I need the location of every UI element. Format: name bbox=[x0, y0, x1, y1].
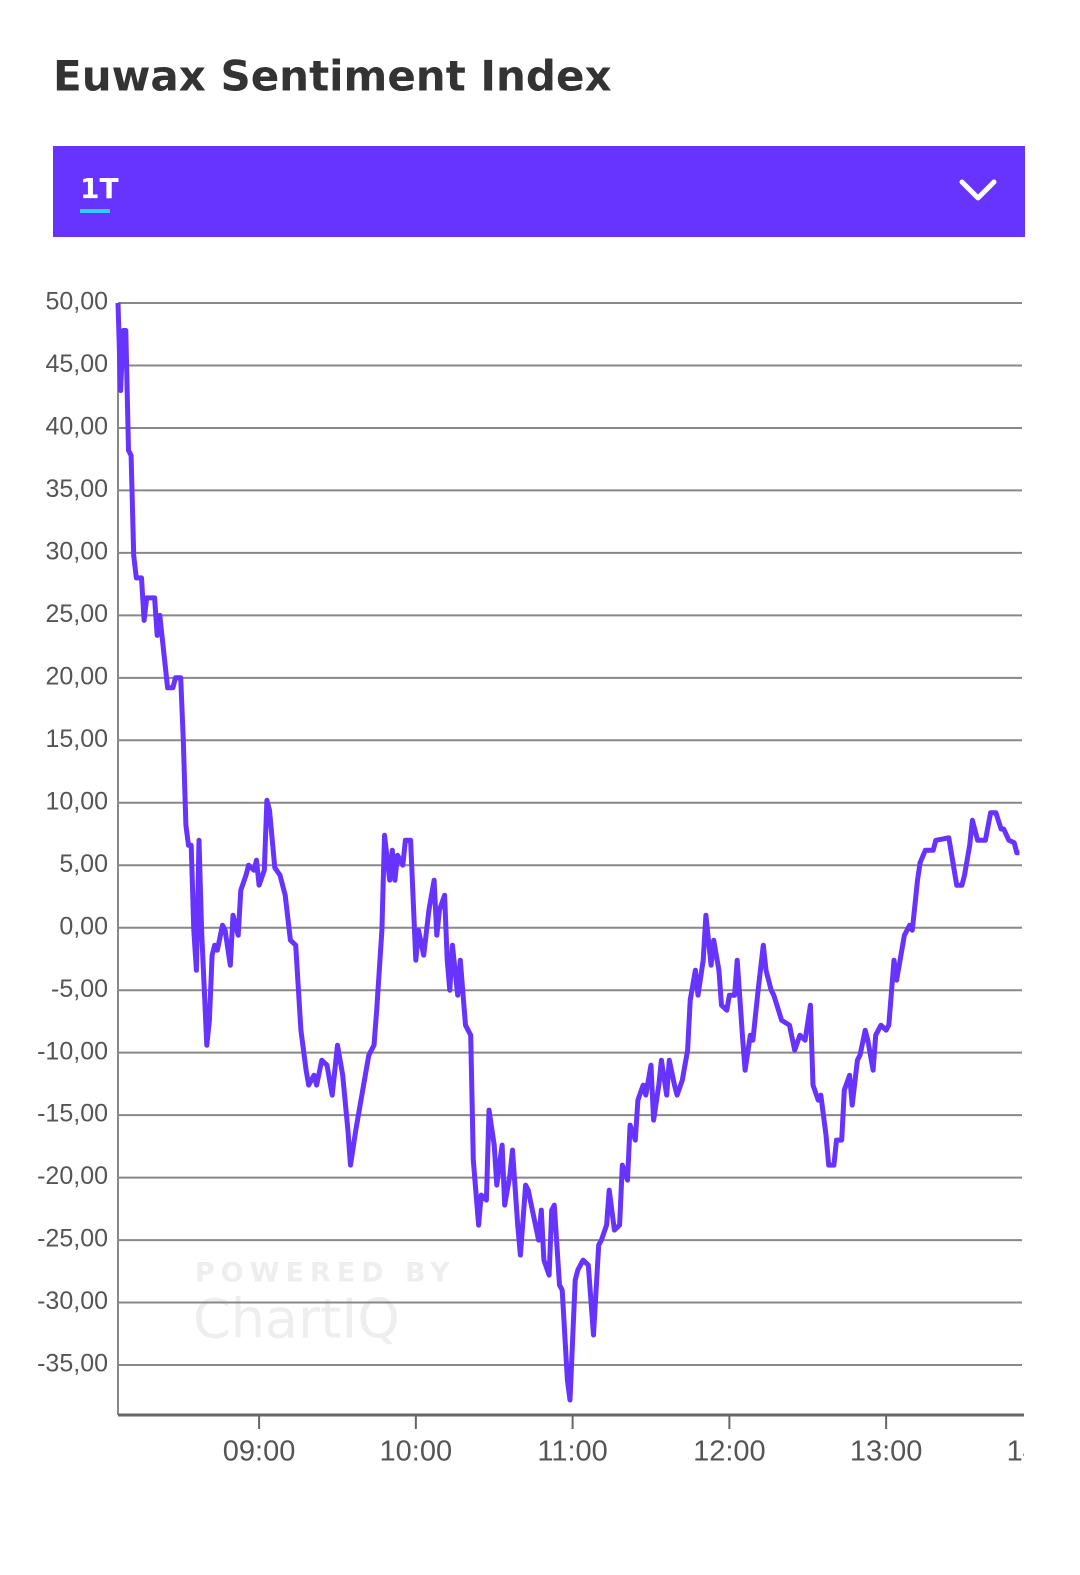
y-tick-label: 40,00 bbox=[45, 413, 108, 441]
y-tick-label: -25,00 bbox=[37, 1225, 108, 1253]
x-tick-label: 14:00 bbox=[1007, 1436, 1080, 1468]
data-line bbox=[115, 302, 1020, 1403]
range-underline bbox=[80, 209, 110, 213]
watermark-line1: POWERED BY bbox=[195, 1258, 456, 1289]
page-title: Euwax Sentiment Index bbox=[53, 52, 612, 101]
x-tick-label: 11:00 bbox=[537, 1436, 607, 1468]
y-tick-label: 15,00 bbox=[45, 725, 108, 753]
y-tick-label: -20,00 bbox=[37, 1162, 108, 1190]
dropdown-chevron[interactable] bbox=[959, 179, 997, 201]
x-axis: 09:00 10:00 11:00 12:00 13:00 14:00 bbox=[223, 1415, 1080, 1468]
y-tick-label: 20,00 bbox=[45, 662, 108, 690]
range-bar[interactable] bbox=[53, 146, 1025, 237]
x-tick-label: 13:00 bbox=[850, 1436, 923, 1468]
y-tick-label: 50,00 bbox=[45, 288, 108, 316]
range-selected[interactable]: 1T bbox=[80, 172, 119, 205]
watermark-line2: ChartIQ bbox=[193, 1288, 400, 1351]
y-tick-label: -35,00 bbox=[37, 1350, 108, 1378]
x-tick-label: 10:00 bbox=[380, 1436, 453, 1468]
plot: 50,00 45,00 40,00 35,00 30,00 25,00 20,00 15,00… bbox=[37, 288, 1024, 1417]
y-tick-label: 25,00 bbox=[45, 600, 108, 628]
y-tick-label: 5,00 bbox=[59, 850, 108, 878]
y-tick-label: 0,00 bbox=[59, 912, 108, 940]
x-tick-label: 12:00 bbox=[693, 1436, 766, 1468]
y-tick-label: -10,00 bbox=[37, 1037, 108, 1065]
y-tick-label: 35,00 bbox=[45, 475, 108, 503]
x-tick-label: 09:00 bbox=[223, 1436, 296, 1468]
y-tick-label: -15,00 bbox=[37, 1100, 108, 1128]
y-tick-label: 45,00 bbox=[45, 350, 108, 378]
y-tick-label: 10,00 bbox=[45, 787, 108, 815]
y-tick-label: -30,00 bbox=[37, 1287, 108, 1315]
y-tick-label: -5,00 bbox=[51, 975, 108, 1003]
y-tick-label: 30,00 bbox=[45, 537, 108, 565]
